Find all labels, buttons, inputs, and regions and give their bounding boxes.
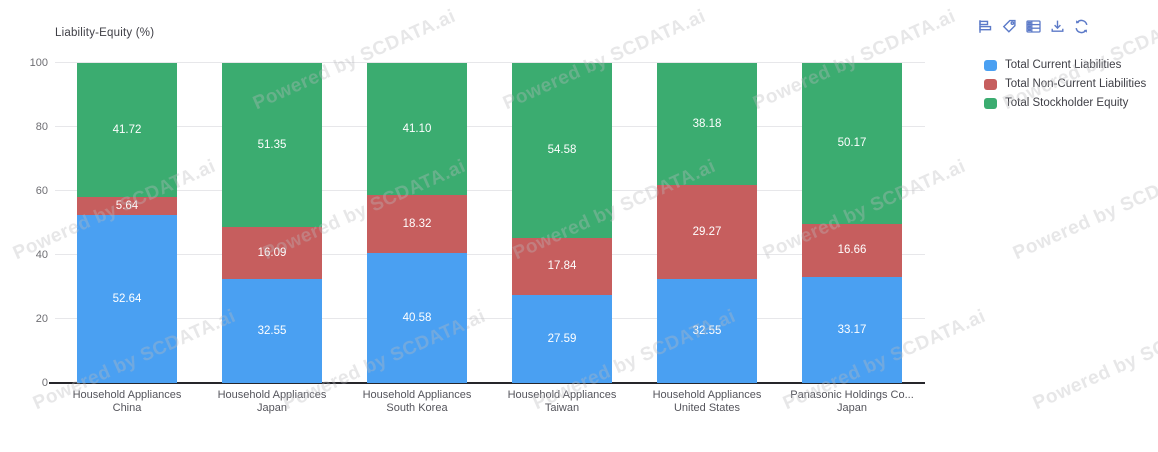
bar-group[interactable]: 27.59 17.84 54.58 (512, 62, 612, 383)
bar-value-label: 51.35 (257, 139, 287, 152)
bar-value-label: 5.64 (115, 199, 139, 212)
x-category-label: Household Appliances Taiwan (507, 389, 617, 414)
y-tick-label: 40 (35, 249, 48, 261)
x-axis-line (49, 382, 925, 384)
y-tick-label: 100 (29, 57, 48, 69)
legend-label: Total Non-Current Liabilities (1005, 78, 1147, 90)
x-axis-labels: Household Appliances China Household Appli… (55, 389, 925, 419)
bar-segment[interactable]: 51.35 (222, 63, 322, 228)
chart-title: Liability-Equity (%) (55, 27, 155, 39)
gridline (55, 318, 925, 319)
bar-value-label: 32.55 (257, 324, 287, 337)
bar-value-label: 41.10 (402, 122, 432, 135)
table-icon[interactable] (1024, 17, 1042, 35)
legend-item[interactable]: Total Stockholder Equity (984, 97, 1146, 109)
plot-area: 52.64 5.64 41.72 32.55 16.09 51.35 40.58 18.32 4… (49, 62, 925, 384)
legend-item[interactable]: Total Non-Current Liabilities (984, 78, 1146, 90)
bar-segment[interactable]: 54.58 (512, 62, 612, 238)
bar-value-label: 29.27 (692, 226, 722, 239)
x-category-label: Household Appliances South Korea (362, 389, 472, 414)
bar-segment[interactable]: 41.10 (367, 63, 467, 195)
tag-icon[interactable] (1000, 17, 1018, 35)
bar-segment[interactable]: 18.32 (367, 194, 467, 254)
bar-segment[interactable]: 27.59 (512, 294, 612, 383)
gridline (55, 62, 925, 63)
watermark-text: Powered by SCDATA.ai (1030, 305, 1158, 415)
bar-group[interactable]: 32.55 16.09 51.35 (222, 63, 322, 383)
bar-segment[interactable]: 5.64 (77, 196, 177, 215)
bar-value-label: 38.18 (692, 118, 722, 131)
y-tick-label: 80 (35, 121, 48, 133)
legend-label: Total Current Liabilities (1005, 59, 1122, 71)
x-category-label: Panasonic Holdings Co... Japan (790, 389, 914, 414)
bar-segment[interactable]: 32.55 (222, 278, 322, 383)
gridline (55, 126, 925, 127)
legend-swatch-icon (984, 97, 997, 109)
gridline (55, 190, 925, 191)
y-tick-label: 60 (35, 185, 48, 197)
x-category-label: Household Appliances United States (652, 389, 762, 414)
bar-value-label: 27.59 (547, 332, 577, 345)
bar-segment[interactable]: 29.27 (657, 185, 757, 279)
bar-group[interactable]: 52.64 5.64 41.72 (77, 63, 177, 383)
bar-value-label: 54.58 (547, 144, 577, 157)
bar-segment[interactable]: 50.17 (802, 63, 902, 224)
bar-value-label: 18.32 (402, 217, 432, 230)
bar-segment[interactable]: 41.72 (77, 63, 177, 197)
legend: Total Current Liabilities Total Non-Curre… (984, 59, 1146, 116)
bar-value-label: 16.66 (837, 244, 867, 257)
bar-segment[interactable]: 17.84 (512, 237, 612, 295)
refresh-icon[interactable] (1072, 17, 1090, 35)
legend-item[interactable]: Total Current Liabilities (984, 59, 1146, 71)
bar-group[interactable]: 32.55 29.27 38.18 (657, 63, 757, 383)
legend-swatch-icon (984, 59, 997, 71)
bar-segment[interactable]: 32.55 (657, 278, 757, 383)
legend-swatch-icon (984, 78, 997, 90)
y-tick-label: 0 (41, 377, 48, 389)
chart-toolbar (976, 17, 1090, 35)
bar-value-label: 40.58 (402, 312, 432, 325)
x-category-label: Household Appliances Japan (217, 389, 327, 414)
bar-segment[interactable]: 40.58 (367, 253, 467, 383)
horizontal-bar-chart-icon[interactable] (976, 17, 994, 35)
bar-value-label: 17.84 (547, 260, 577, 273)
bar-group[interactable]: 40.58 18.32 41.10 (367, 63, 467, 383)
y-axis-labels: 0 20 40 60 80 100 (0, 57, 48, 389)
bar-segment[interactable]: 52.64 (77, 214, 177, 383)
bar-value-label: 50.17 (837, 137, 867, 150)
bar-segment[interactable]: 38.18 (657, 63, 757, 186)
bar-value-label: 32.55 (692, 324, 722, 337)
bar-segment[interactable]: 33.17 (802, 276, 902, 383)
watermark-text: Powered by SCDATA.ai (1010, 155, 1158, 265)
bar-value-label: 52.64 (112, 292, 142, 305)
bar-segment[interactable]: 16.09 (222, 227, 322, 279)
y-tick-label: 20 (35, 313, 48, 325)
download-icon[interactable] (1048, 17, 1066, 35)
bar-segment[interactable]: 16.66 (802, 223, 902, 277)
bar-value-label: 33.17 (837, 323, 867, 336)
legend-label: Total Stockholder Equity (1005, 97, 1129, 109)
bar-value-label: 16.09 (257, 247, 287, 260)
bar-group[interactable]: 33.17 16.66 50.17 (802, 63, 902, 383)
x-category-label: Household Appliances China (72, 389, 182, 414)
bar-value-label: 41.72 (112, 123, 142, 136)
gridline (55, 254, 925, 255)
